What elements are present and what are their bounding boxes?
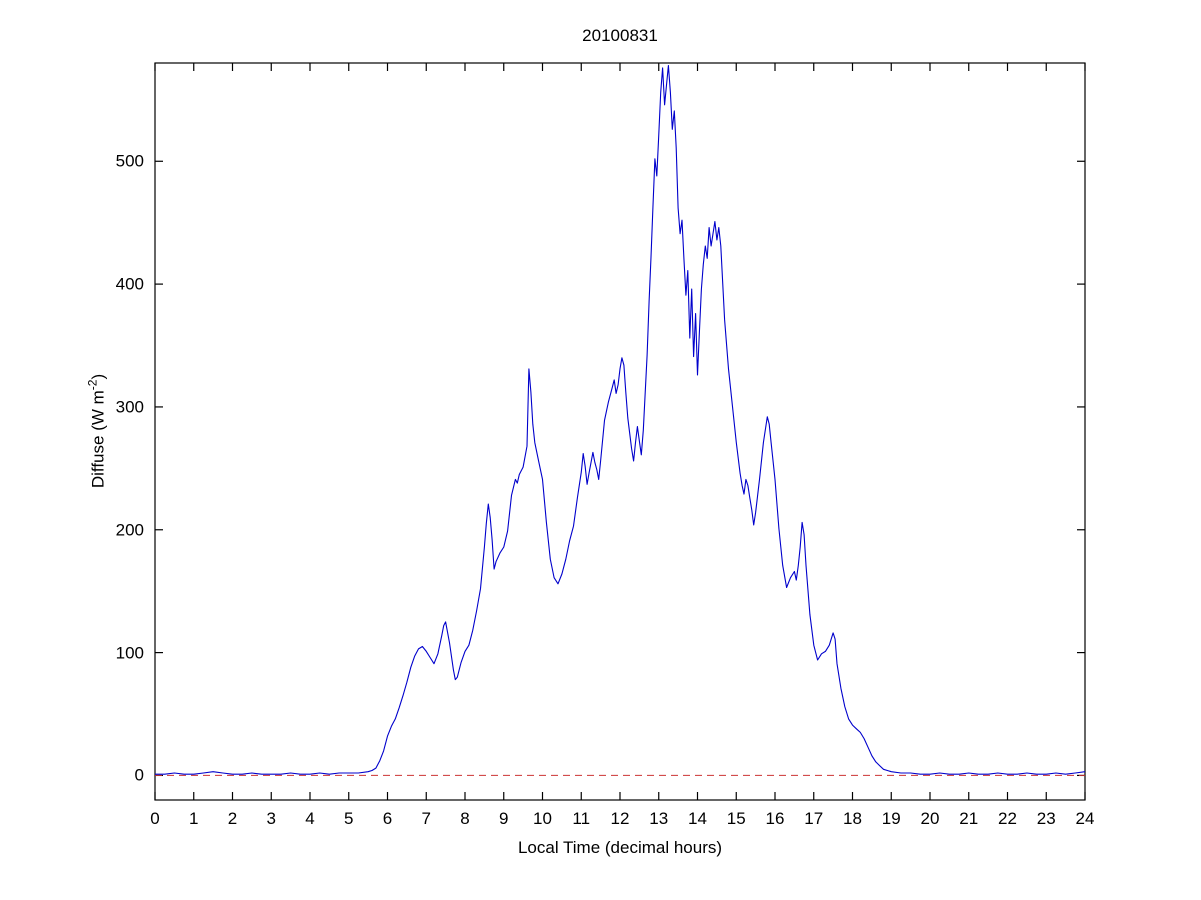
x-tick-label: 5: [344, 809, 354, 828]
x-tick-label: 16: [765, 809, 785, 828]
chart-title: 20100831: [582, 26, 658, 45]
x-tick-label: 14: [688, 809, 707, 828]
x-tick-label: 20: [920, 809, 940, 828]
x-tick-label: 19: [881, 809, 901, 828]
x-tick-label: 13: [649, 809, 669, 828]
x-tick-label: 1: [189, 809, 199, 828]
x-tick-label: 3: [266, 809, 276, 828]
x-tick-label: 21: [959, 809, 979, 828]
y-tick-label: 0: [134, 765, 144, 785]
x-tick-label: 4: [305, 809, 315, 828]
y-tick-label: 500: [115, 151, 144, 171]
x-tick-label: 22: [998, 809, 1017, 828]
x-tick-label: 9: [499, 809, 509, 828]
x-axis-label: Local Time (decimal hours): [517, 838, 723, 857]
y-tick-label: 300: [115, 397, 144, 417]
x-tick-label: 17: [804, 809, 824, 828]
x-tick-label: 10: [533, 809, 552, 828]
x-tick-label: 18: [843, 809, 862, 828]
y-tick-label: 400: [115, 274, 144, 294]
y-tick-label: 200: [115, 520, 144, 540]
x-tick-label: 0: [150, 809, 160, 828]
diffuse-line: [155, 64, 1086, 775]
x-tick-label: 23: [1036, 809, 1056, 828]
x-tick-label: 6: [382, 809, 393, 828]
y-tick-label: 100: [115, 643, 144, 663]
x-tick-label: 2: [227, 809, 238, 828]
x-tick-label: 24: [1075, 809, 1095, 828]
x-tick-label: 11: [572, 809, 591, 828]
plot-border: [154, 62, 1086, 801]
x-tick-label: 7: [421, 809, 431, 828]
x-tick-label: 15: [726, 809, 746, 828]
x-tick-label: 8: [460, 809, 470, 828]
x-tick-label: 12: [610, 809, 630, 828]
